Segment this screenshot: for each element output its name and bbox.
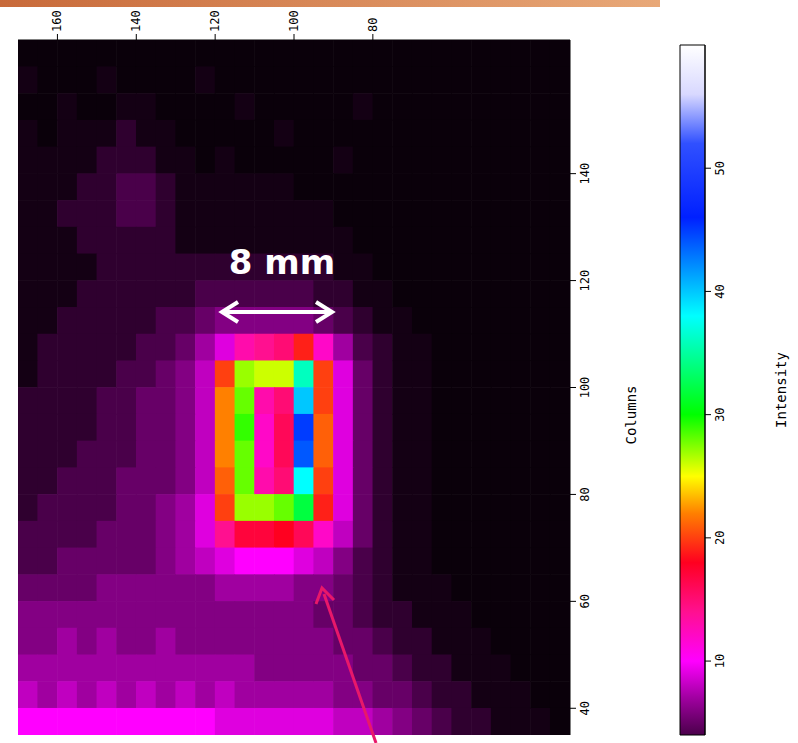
svg-text:140: 140 — [578, 163, 592, 185]
svg-text:Columns: Columns — [623, 385, 639, 444]
svg-text:10: 10 — [713, 654, 727, 668]
svg-text:50: 50 — [713, 161, 727, 175]
svg-text:80: 80 — [366, 18, 380, 32]
svg-text:30: 30 — [713, 407, 727, 421]
svg-text:160: 160 — [50, 10, 64, 32]
svg-text:40: 40 — [578, 701, 592, 715]
svg-text:120: 120 — [208, 10, 222, 32]
svg-text:Intensity: Intensity — [773, 352, 789, 428]
svg-text:40: 40 — [713, 284, 727, 298]
svg-text:140: 140 — [129, 10, 143, 32]
svg-text:20: 20 — [713, 531, 727, 545]
svg-text:100: 100 — [287, 10, 301, 32]
svg-text:80: 80 — [578, 487, 592, 501]
svg-text:120: 120 — [578, 270, 592, 292]
svg-text:60: 60 — [578, 594, 592, 608]
svg-text:100: 100 — [578, 377, 592, 399]
svg-text:8 mm: 8 mm — [229, 242, 335, 282]
